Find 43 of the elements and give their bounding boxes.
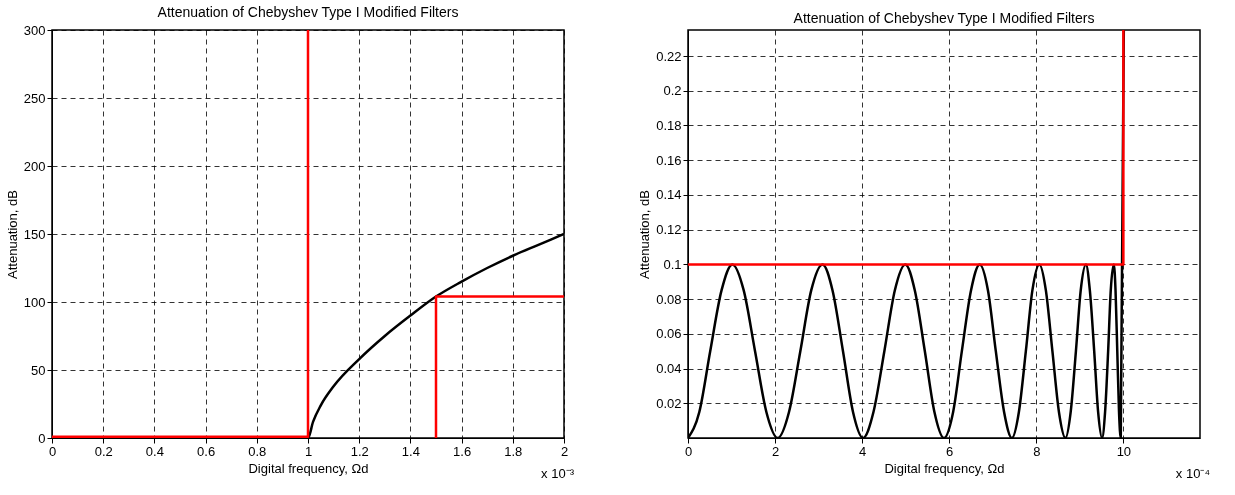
x-tick-label: 1.6 [453,443,472,459]
y-tick-label: 300 [23,22,46,38]
y-tick-label: 0.12 [656,222,682,238]
y-tick-label: 0.2 [663,83,682,99]
x-tick-label: 0 [684,443,693,459]
x-tick-label: 0.6 [197,443,216,459]
y-tick-label: 0.18 [656,117,682,133]
x-tick-label: 10 [1116,443,1132,459]
x-tick-label: 1.2 [350,443,369,459]
x-tick-label: 8 [1033,443,1041,459]
y-tick-label: 100 [23,294,46,310]
x-tick-label: 1 [304,443,313,459]
y-axis-title: Attenuation, dB [637,190,653,279]
y-tick-label: 0.02 [656,395,682,411]
y-tick-label: 50 [31,362,46,378]
chart-title: Attenuation of Chebyshev Type I Modified Filters [793,10,1095,26]
x-tick-label: 4 [859,443,867,459]
y-tick-label: 200 [23,158,46,174]
y-tick-label: 250 [23,90,46,106]
x-tick-label: 0 [48,443,57,459]
x-tick-label: 0.2 [94,443,113,459]
x-axis-title: Digital frequency, Ωd [884,460,1005,476]
y-tick-label: 0.22 [656,48,682,64]
x-tick-label: 0.4 [145,443,164,459]
y-axis-title: Attenuation, dB [4,190,20,279]
x-tick-label: 6 [946,443,954,459]
text: x 10⁻⁴ [1175,466,1210,481]
y-tick-label: 0.06 [656,326,682,342]
chart-title: Attenuation of Chebyshev Type I Modified Filters [157,4,459,20]
x-tick-label: 0.8 [248,443,267,459]
y-tick-label: 0.14 [656,187,682,203]
y-tick-label: 0.1 [663,256,682,272]
y-tick-label: 0 [38,430,46,446]
y-tick-label: 0.16 [656,152,682,168]
text: x 10⁻³ [541,466,575,481]
x-tick-label: 1.4 [401,443,420,459]
y-tick-label: 0.08 [656,291,682,307]
x-tick-label: 1.8 [504,443,523,459]
y-tick-label: 0.04 [656,361,682,377]
x-tick-label: 2 [560,443,569,459]
x-tick-label: 2 [771,443,780,459]
x-axis-title: Digital frequency, Ωd [248,460,369,476]
y-tick-label: 150 [23,226,46,242]
